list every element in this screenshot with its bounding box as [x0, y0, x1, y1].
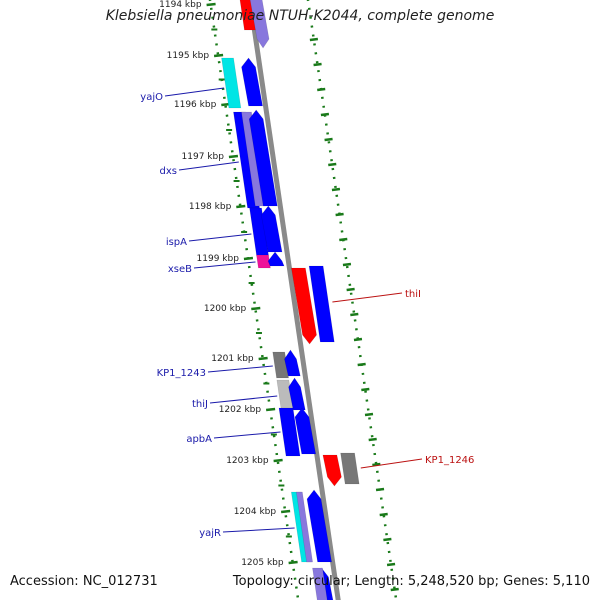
- gene-feature-yajO: [241, 57, 263, 107]
- gene-feature-dxs: [248, 109, 278, 207]
- outer-tick: [339, 237, 348, 242]
- gene-leader-line: [222, 527, 295, 533]
- gene-leader-line: [209, 395, 278, 404]
- outer-tick: [368, 437, 377, 442]
- kbp-tick-label: 1202 kbp: [219, 405, 262, 415]
- gene-feature-small: [267, 251, 285, 267]
- gene-leader-line: [193, 261, 256, 269]
- gene-leader-line: [164, 87, 225, 97]
- gene-leader-line: [188, 233, 252, 242]
- kbp-tick: [288, 560, 298, 565]
- outer-tick: [390, 587, 399, 592]
- gene-label-thii: thiI: [405, 289, 421, 300]
- outer-tick: [357, 362, 366, 367]
- gene-leader-line: [360, 458, 423, 469]
- kbp-tick: [206, 2, 216, 7]
- kbp-tick: [280, 509, 291, 514]
- gene-feature-bottom-shade: [312, 567, 329, 604]
- kbp-tick-label: 1194 kbp: [159, 0, 202, 10]
- gene-feature-yajR: [306, 489, 332, 563]
- outer-tick: [309, 37, 319, 42]
- kbp-tick-label: 1198 kbp: [189, 202, 232, 212]
- gene-feature-ispA-a: [249, 207, 269, 257]
- gene-feature-cyan: [221, 57, 242, 109]
- kbp-tick: [251, 306, 261, 311]
- gene-leader-line: [178, 161, 239, 171]
- gene-feature-apbA: [294, 407, 317, 455]
- gene-label-xseb: xseB: [168, 264, 192, 275]
- kbp-tick: [243, 256, 254, 261]
- gene-feature-KP1_1246-b: [340, 452, 360, 485]
- kbp-tick: [273, 458, 283, 463]
- genome-backbone: [247, 0, 342, 604]
- outer-tick: [313, 62, 322, 67]
- gene-label-yajr: yajR: [199, 528, 221, 539]
- kbp-tick-label: 1197 kbp: [182, 152, 225, 162]
- gene-feature-thiI-b: [308, 265, 335, 343]
- gene-feature-yajR-shade: [295, 491, 313, 563]
- gene-feature-KP1_1243-a: [272, 351, 289, 379]
- kbp-tick-label: 1195 kbp: [167, 51, 210, 61]
- gene-feature-KP1_1246-a: [322, 454, 342, 487]
- outer-tick: [372, 462, 381, 467]
- gene-feature-apbA-a: [278, 407, 301, 457]
- outer-tick: [331, 187, 341, 192]
- outer-tick: [317, 87, 326, 92]
- kbp-tick-label: 1201 kbp: [211, 354, 254, 364]
- kbp-tick-label: 1205 kbp: [241, 558, 284, 568]
- outer-tick: [335, 212, 344, 217]
- gene-feature-ispA: [260, 205, 283, 253]
- kbp-tick-label: 1204 kbp: [234, 507, 277, 517]
- kbp-tick: [213, 53, 224, 58]
- gene-label-kp1_1243: KP1_1243: [157, 368, 206, 379]
- genome-title: Klebsiella pneumoniae NTUH-K2044, comple…: [105, 8, 495, 24]
- gene-label-ispa: ispA: [166, 237, 187, 248]
- gene-feature-xseB: [256, 254, 271, 269]
- gene-leader-line: [207, 365, 273, 373]
- gene-feature-thiJ: [288, 377, 306, 411]
- kbp-tick-label: 1203 kbp: [226, 456, 269, 466]
- outer-tick: [386, 562, 396, 567]
- outer-tick: [324, 137, 333, 142]
- kbp-tick: [236, 204, 246, 209]
- gene-feature-top-lavender: [249, 0, 270, 49]
- gene-label-thij: thiJ: [192, 399, 208, 410]
- outer-tick: [320, 112, 330, 117]
- gene-feature-KP1_1243: [284, 349, 301, 377]
- gene-leader-line: [213, 431, 281, 439]
- gene-feature-thiI-a: [291, 267, 317, 345]
- gene-leader-line: [332, 292, 403, 303]
- outer-tick: [346, 287, 355, 292]
- outer-tick: [361, 387, 370, 392]
- outer-ruler: [306, 0, 399, 604]
- kbp-tick: [228, 154, 239, 159]
- kbp-tick: [265, 407, 276, 412]
- outer-tick: [328, 162, 337, 167]
- gene-label-kp1_1246: KP1_1246: [425, 455, 474, 466]
- outer-tick: [364, 412, 374, 417]
- gene-label-dxs: dxs: [160, 166, 177, 177]
- kbp-tick-label: 1200 kbp: [204, 304, 247, 314]
- outer-tick: [383, 537, 392, 542]
- kbp-tick-label: 1196 kbp: [174, 100, 217, 110]
- outer-tick: [350, 312, 359, 317]
- outer-tick: [342, 262, 352, 267]
- inner-ruler: [208, 0, 301, 604]
- topology-text: Topology: circular; Length: 5,248,520 bp…: [232, 574, 590, 589]
- outer-tick: [353, 337, 363, 342]
- kbp-tick-label: 1199 kbp: [197, 254, 240, 264]
- outer-tick: [379, 512, 388, 517]
- accession-text: Accession: NC_012731: [10, 574, 158, 589]
- kbp-tick: [258, 356, 268, 361]
- outer-tick: [375, 487, 385, 492]
- gene-label-yajo: yajO: [140, 92, 163, 103]
- gene-label-apba: apbA: [186, 434, 212, 445]
